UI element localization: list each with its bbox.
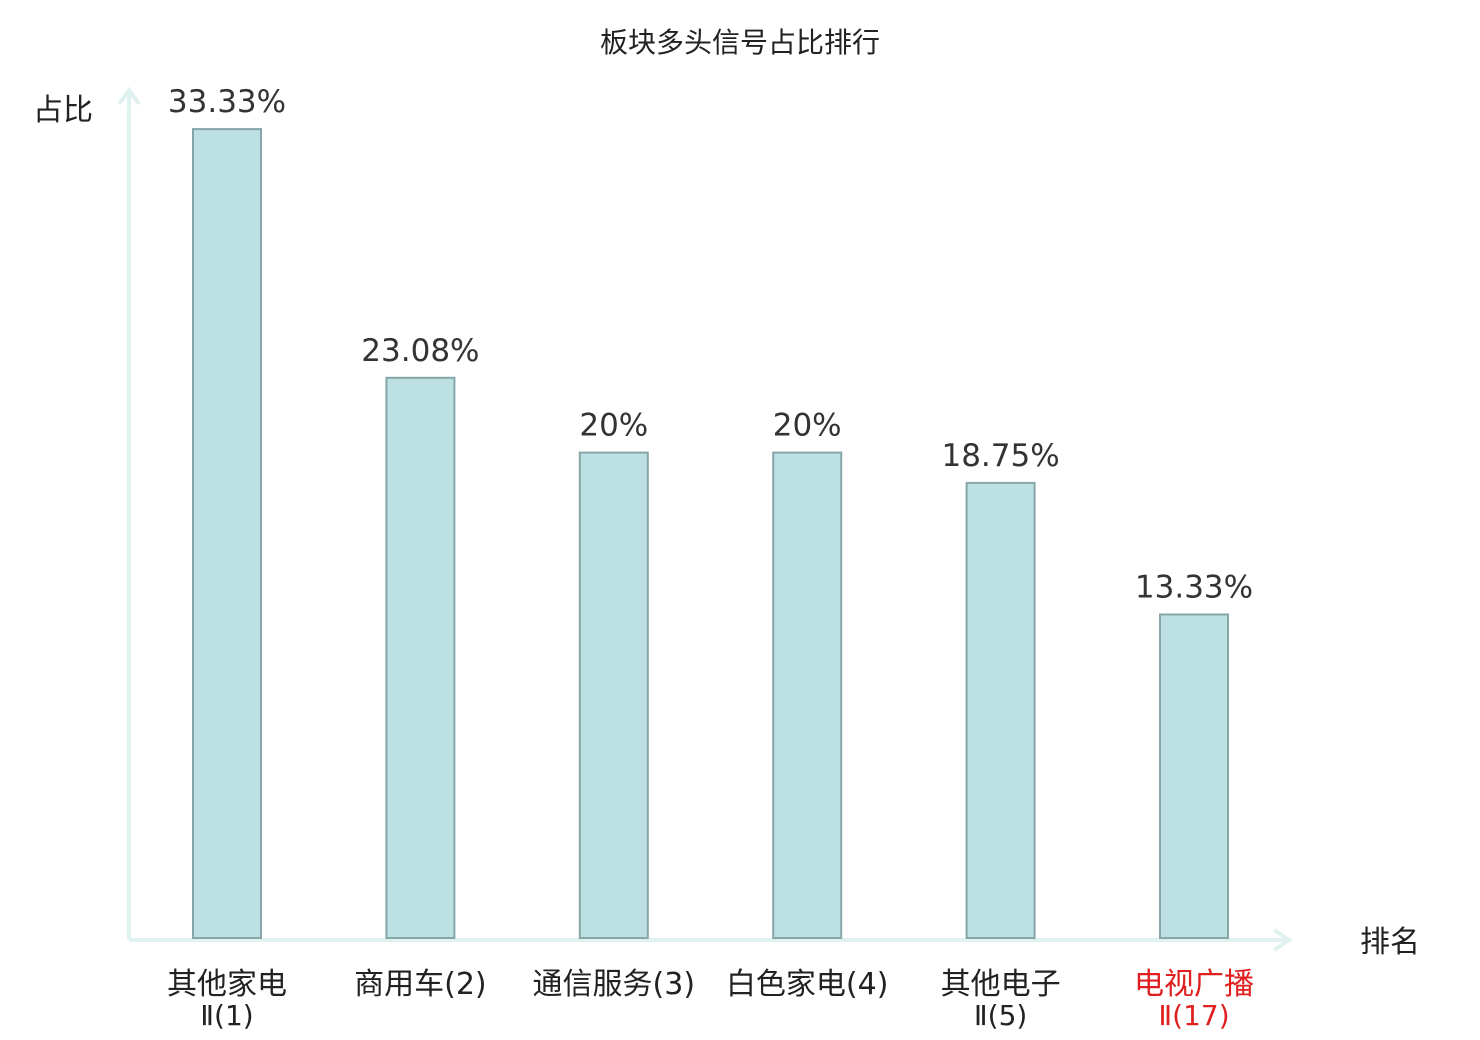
category-label-1: 其他家电 [167,967,287,1002]
bar-1 [192,128,262,940]
axes [117,86,1293,952]
bar-4 [772,451,843,939]
value-label-6: 13.33% [1135,570,1253,606]
x-axis-label: 排名 [1360,925,1420,960]
x-axis-arrow [1272,928,1293,952]
bar-5 [965,481,1036,939]
bars [192,128,1229,940]
value-labels: 33.33% 23.08% 20% 20% 18.75% 13.33% [168,84,1253,605]
category-label-1-line2: Ⅱ(1) [200,999,253,1032]
bar-2 [385,376,456,939]
bar-3 [578,451,649,939]
category-label-5-line2: Ⅱ(5) [974,999,1027,1032]
value-label-3: 20% [579,408,648,444]
category-label-5: 其他电子 [941,967,1061,1002]
category-label-3: 通信服务(3) [533,967,696,1002]
category-label-6-line2: Ⅱ(17) [1158,999,1229,1032]
value-label-5: 18.75% [941,438,1059,474]
value-label-2: 23.08% [361,333,479,369]
bar-6 [1159,613,1229,939]
y-axis-arrow [117,86,141,106]
y-axis-label: 占比 [33,93,93,128]
category-label-6: 电视广播 [1134,967,1254,1002]
category-label-2: 商用车(2) [354,967,487,1002]
value-label-4: 20% [773,408,842,444]
value-label-1: 33.33% [168,84,286,120]
category-label-4: 白色家电(4) [726,967,889,1002]
chart-title: 板块多头信号占比排行 [600,26,880,59]
